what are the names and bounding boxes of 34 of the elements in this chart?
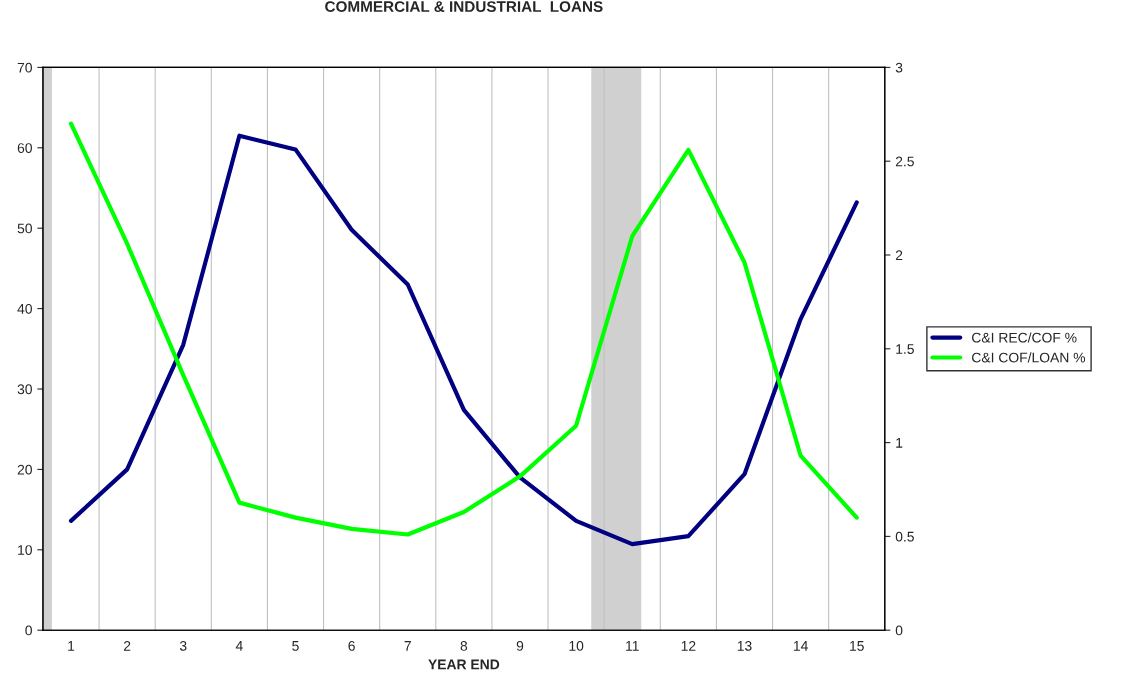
x-tick-label: 13 (737, 640, 752, 651)
y2-tick-label: 2.5 (895, 156, 914, 167)
x-tick-label: 3 (179, 640, 187, 651)
x-tick-label: 12 (681, 640, 696, 651)
y-tick-label: 70 (17, 62, 32, 73)
y2-tick-label: 1.5 (896, 344, 914, 354)
y-tick-label: 10 (18, 545, 32, 555)
x-tick-label: 14 (793, 641, 808, 651)
x-tick-label: 2 (123, 640, 131, 651)
y2-tick-label: 0.5 (895, 531, 914, 542)
x-tick-label: 9 (516, 640, 524, 651)
x-axis-title: YEAR END (428, 659, 500, 670)
x-tick-label: 8 (460, 640, 468, 651)
y2-tick-label: 2 (895, 250, 903, 261)
y-tick-label: 40 (17, 303, 32, 314)
y-tick-label: 50 (17, 223, 32, 234)
y2-tick-label: 1 (896, 438, 903, 448)
x-tick-label: 6 (348, 640, 355, 651)
y2-tick-label: 0 (895, 625, 903, 636)
y2-tick-label: 3 (895, 62, 903, 73)
x-tick-label: 11 (626, 641, 639, 651)
x-tick-label: 10 (569, 640, 584, 651)
chart-title: COMMERCIAL & INDUSTRIAL LOANS (325, 1, 603, 12)
x-tick-label: 15 (850, 641, 864, 651)
x-tick-label: 5 (292, 641, 299, 651)
y-tick-label: 30 (17, 384, 32, 395)
x-tick-label: 4 (235, 641, 243, 651)
y-tick-label: 20 (17, 464, 32, 475)
x-tick-label: 1 (68, 641, 75, 651)
legend-label: C&I REC/COF % (972, 332, 1077, 343)
y-tick-label: 60 (17, 143, 32, 153)
x-tick-label: 7 (404, 641, 411, 651)
y-tick-label: 0 (25, 625, 32, 636)
legend-label: C&I COF/LOAN % (972, 352, 1086, 363)
